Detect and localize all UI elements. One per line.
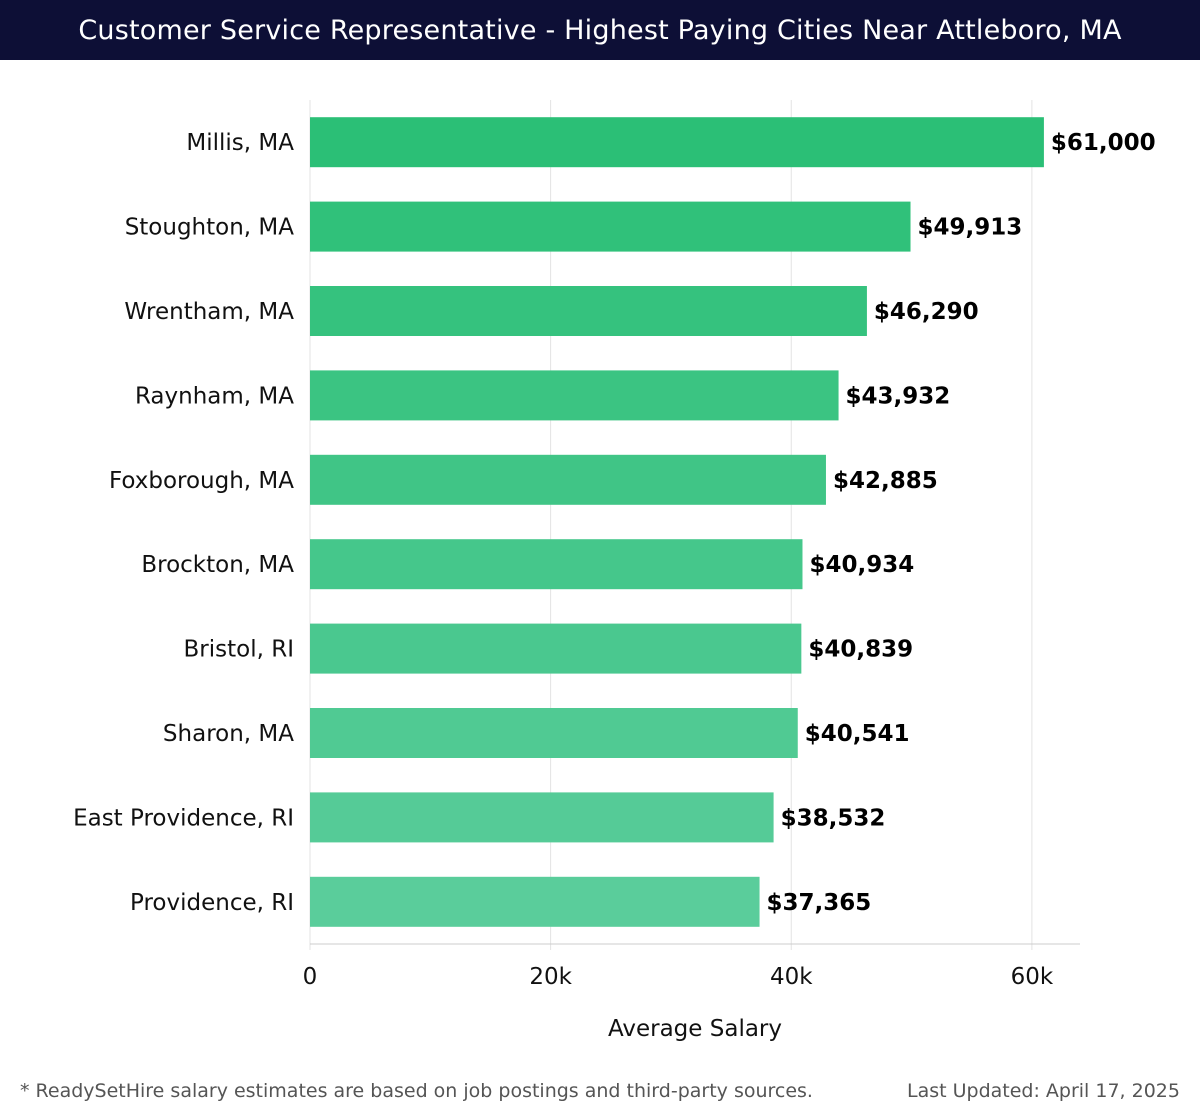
category-label-8: Sharon, MA — [163, 721, 294, 747]
category-label-3: Wrentham, MA — [124, 299, 294, 325]
value-label-7: $40,839 — [808, 637, 913, 663]
value-label-10: $37,365 — [767, 890, 872, 916]
value-label-4: $43,932 — [846, 383, 951, 409]
x-tick-label-3: 60k — [1011, 964, 1054, 990]
x-tick-label-1: 20k — [529, 964, 572, 990]
x-tick-label-0: 0 — [303, 964, 318, 990]
chart-title: Customer Service Representative - Highes… — [78, 14, 1122, 46]
category-label-4: Raynham, MA — [135, 383, 294, 409]
value-label-5: $42,885 — [833, 468, 938, 494]
bar-6 — [310, 539, 803, 590]
bar-4 — [310, 370, 839, 421]
bar-5 — [310, 454, 826, 505]
value-label-9: $38,532 — [781, 805, 886, 831]
category-label-5: Foxborough, MA — [109, 468, 294, 494]
x-axis-title: Average Salary — [608, 1016, 782, 1042]
category-label-10: Providence, RI — [130, 890, 294, 916]
category-label-7: Bristol, RI — [184, 637, 294, 663]
salary-bar-chart: Millis, MA $61,000 Stoughton, MA $49,913 Wre… — [73, 100, 1156, 1042]
footer-note: * ReadySetHire salary estimates are base… — [20, 1080, 813, 1102]
value-label-6: $40,934 — [809, 552, 914, 578]
bar-10 — [310, 876, 760, 927]
title-bar: Customer Service Representative - Highes… — [0, 0, 1200, 60]
bar-3 — [310, 286, 867, 336]
category-label-9: East Providence, RI — [73, 805, 294, 831]
category-label-6: Brockton, MA — [141, 552, 294, 578]
x-tick-label-2: 40k — [770, 964, 813, 990]
bar-1 — [310, 117, 1044, 168]
last-updated: Last Updated: April 17, 2025 — [906, 1080, 1180, 1102]
category-label-1: Millis, MA — [186, 130, 294, 156]
bar-2 — [310, 201, 911, 252]
value-label-8: $40,541 — [805, 721, 910, 747]
value-label-2: $49,913 — [918, 215, 1023, 241]
category-label-2: Stoughton, MA — [125, 215, 295, 241]
bar-8 — [310, 708, 798, 758]
value-label-3: $46,290 — [874, 299, 979, 325]
bar-9 — [310, 792, 774, 843]
value-label-1: $61,000 — [1051, 130, 1156, 156]
bar-7 — [310, 623, 802, 674]
